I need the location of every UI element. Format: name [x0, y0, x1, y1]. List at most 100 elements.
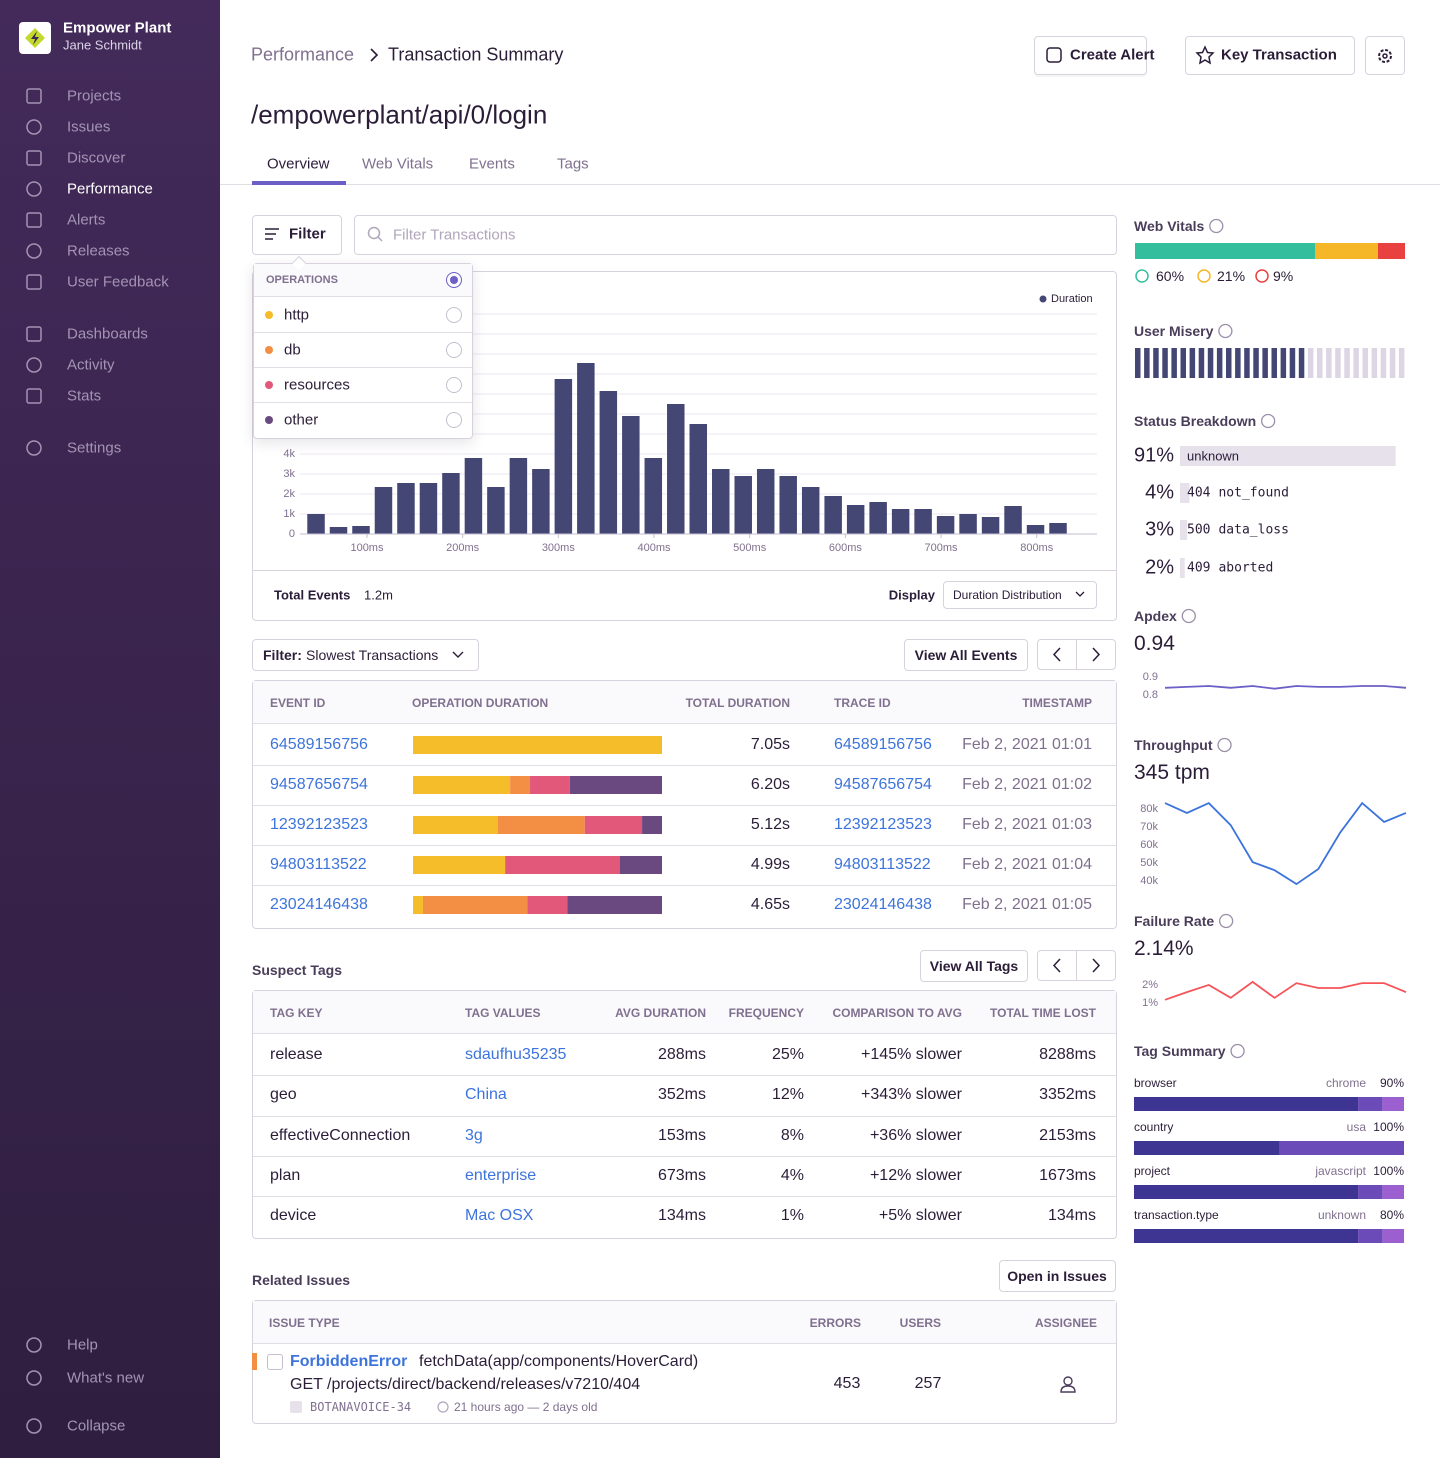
side-value: 2.14% — [1134, 937, 1194, 961]
radio-dot — [450, 276, 458, 284]
legend-label: Duration — [1051, 293, 1093, 305]
button-label[interactable]: View All Events — [915, 647, 1018, 663]
breadcrumb[interactable]: Performance — [251, 45, 354, 66]
y-tick-label: 0.9 — [1143, 671, 1158, 683]
nav-item[interactable]: Performance — [67, 181, 153, 198]
nav-item[interactable]: Releases — [67, 243, 130, 260]
nav-item[interactable]: Collapse — [67, 1418, 125, 1435]
tag-percent: 100% — [1373, 1164, 1404, 1178]
nav-item[interactable]: Settings — [67, 440, 121, 457]
cell: +36% slower — [870, 1127, 962, 1145]
status-code: 404 — [1187, 486, 1210, 501]
operations-dropdown: OPERATIONShttpdbresourcesother — [253, 263, 473, 439]
nav-item[interactable]: Projects — [67, 88, 121, 105]
nav-item[interactable]: Activity — [67, 357, 115, 374]
event-link[interactable]: 23024146438 — [270, 896, 368, 914]
trace-link[interactable]: 94587656754 — [834, 776, 932, 794]
cell: +12% slower — [870, 1167, 962, 1185]
button-label[interactable]: Filter — [289, 226, 326, 243]
cell: 8288ms — [1039, 1046, 1096, 1064]
trace-link[interactable]: 23024146438 — [834, 896, 932, 914]
cell: +5% slower — [879, 1207, 962, 1225]
misery-bar — [1153, 348, 1159, 378]
column-header: ASSIGNEE — [1035, 1316, 1097, 1330]
trace-link[interactable]: 12392123523 — [834, 816, 932, 834]
radio[interactable] — [446, 272, 462, 288]
button-label[interactable]: Key Transaction — [1221, 47, 1337, 64]
cell: 4% — [781, 1167, 804, 1185]
placeholder: Filter Transactions — [393, 227, 516, 244]
event-link[interactable]: 94587656754 — [270, 776, 368, 794]
tag-segment — [1134, 1097, 1358, 1111]
operation-dot — [265, 311, 273, 319]
event-link[interactable]: 94803113522 — [270, 856, 367, 874]
dropdown-item[interactable]: http — [284, 307, 309, 324]
nav-item[interactable]: Issues — [67, 119, 110, 136]
row-divider — [253, 885, 1116, 886]
column-header: USERS — [900, 1316, 941, 1330]
tag-key: project — [1134, 1164, 1170, 1178]
trace-link[interactable]: 94803113522 — [834, 856, 931, 874]
event-link[interactable]: 12392123523 — [270, 816, 368, 834]
dropdown-item[interactable]: db — [284, 342, 301, 359]
select-label: Filter: — [263, 647, 302, 663]
button-label[interactable]: Create Alert — [1070, 47, 1154, 64]
total-duration: 5.12s — [751, 816, 790, 834]
tag-value-link[interactable]: 3g — [465, 1127, 483, 1145]
dropdown-item[interactable]: resources — [284, 377, 350, 394]
tag-segment — [1382, 1185, 1404, 1199]
event-link[interactable]: 64589156756 — [270, 736, 368, 754]
radio[interactable] — [446, 307, 462, 323]
tab[interactable]: Events — [469, 156, 515, 173]
help-icon — [1182, 610, 1195, 623]
checkbox[interactable] — [267, 1354, 283, 1370]
side-title: Web Vitals — [1134, 218, 1204, 234]
tag-percent: 100% — [1373, 1120, 1404, 1134]
vital-icon — [1256, 270, 1268, 282]
y-tick-label: 2k — [283, 488, 295, 500]
nav-item[interactable]: What's new — [67, 1370, 144, 1387]
misery-bar — [1208, 348, 1214, 378]
nav-item[interactable]: Alerts — [67, 212, 105, 229]
column-header: TAG VALUES — [465, 1006, 541, 1020]
y-tick-label: 0.8 — [1143, 689, 1158, 701]
y-tick-label: 60k — [1140, 839, 1158, 851]
x-tick-label: 800ms — [1020, 542, 1053, 554]
operation-dot — [265, 381, 273, 389]
column-header: TOTAL DURATION — [686, 696, 790, 710]
vital-label: 9% — [1273, 268, 1293, 284]
tag-value-link[interactable]: Mac OSX — [465, 1207, 533, 1225]
nav-item[interactable]: Help — [67, 1337, 98, 1354]
settings-button[interactable] — [1365, 36, 1405, 75]
header-border — [220, 184, 1440, 185]
side-value: 345 tpm — [1134, 761, 1210, 785]
misery-bar — [1326, 348, 1332, 378]
select-value[interactable]: Slowest Transactions — [306, 647, 438, 663]
tag-value-link[interactable]: China — [465, 1086, 507, 1104]
tab[interactable]: Web Vitals — [362, 156, 433, 173]
nav-item[interactable]: Discover — [67, 150, 125, 167]
tab[interactable]: Tags — [557, 156, 589, 173]
nav-item[interactable]: User Feedback — [67, 274, 169, 291]
select-value[interactable]: Duration Distribution — [953, 588, 1062, 602]
misery-bar — [1171, 348, 1177, 378]
tab[interactable]: Overview — [267, 156, 330, 173]
trace-link[interactable]: 64589156756 — [834, 736, 932, 754]
misery-bar — [1262, 348, 1268, 378]
issue-title[interactable]: ForbiddenError — [290, 1353, 407, 1371]
tag-value-link[interactable]: sdaufhu35235 — [465, 1046, 566, 1064]
tag-value-link[interactable]: enterprise — [465, 1167, 536, 1185]
dropdown-item[interactable]: other — [284, 412, 318, 429]
y-tick-label: 3k — [283, 468, 295, 480]
radio[interactable] — [446, 377, 462, 393]
nav-item[interactable]: Stats — [67, 388, 101, 405]
radio[interactable] — [446, 342, 462, 358]
column-header: AVG DURATION — [615, 1006, 706, 1020]
misery-bar — [1317, 348, 1323, 378]
pager-divider — [1076, 950, 1077, 981]
button-label[interactable]: View All Tags — [930, 958, 1018, 974]
nav-item[interactable]: Dashboards — [67, 326, 148, 343]
radio[interactable] — [446, 412, 462, 428]
short-id: BOTANAVOICE-34 — [310, 1400, 411, 1414]
button-label[interactable]: Open in Issues — [1007, 1268, 1107, 1284]
